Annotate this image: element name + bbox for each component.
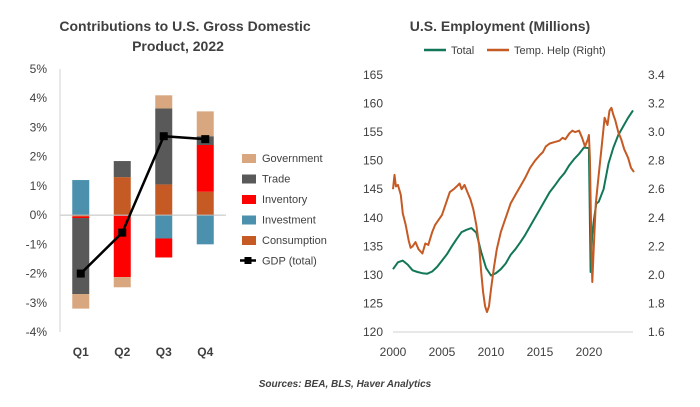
right-x-tick-label: 2010: [478, 345, 505, 359]
right-left-y-tick-label: 125: [363, 296, 383, 310]
legend-label-investment: Investment: [262, 215, 316, 227]
right-chart-legend: Total Temp. Help (Right): [424, 45, 606, 57]
gdp-total-line: [76, 132, 210, 278]
bar-government-q1: [72, 294, 90, 309]
bar-government-q2: [113, 277, 131, 288]
right-left-y-tick-label: 145: [363, 182, 383, 196]
bar-government-q3: [155, 95, 173, 109]
right-left-y-tick-label: 120: [363, 325, 383, 339]
legend-swatch-inventory: [242, 195, 256, 204]
left-y-tick-label: 0%: [30, 208, 48, 222]
left-x-category-label: Q3: [156, 345, 172, 359]
right-x-tick-label: 2000: [380, 345, 407, 359]
legend-label-inventory: Inventory: [262, 194, 308, 206]
right-left-y-tick-label: 160: [363, 97, 383, 111]
series-line-temp-help-right: [392, 106, 635, 313]
bar-investment-q3: [155, 215, 173, 239]
legend-label-total: Total: [451, 45, 474, 57]
left-stacked-bars: [72, 95, 214, 309]
bar-investment-q4: [196, 215, 214, 245]
right-right-y-tick-label: 1.8: [648, 296, 665, 310]
bar-consumption-q2: [113, 177, 131, 216]
bar-inventory-q1: [72, 216, 90, 219]
bar-consumption-q4: [196, 191, 214, 216]
bar-government-q4: [196, 111, 214, 137]
right-left-y-tick-label: 130: [363, 268, 383, 282]
gdp-total-line-path: [79, 134, 206, 275]
bar-consumption-q1: [72, 215, 90, 217]
right-chart-title: U.S. Employment (Millions): [410, 18, 590, 34]
right-chart-series: [392, 106, 635, 313]
right-left-y-tick-label: 140: [363, 211, 383, 225]
gdp-contributions-chart: Contributions to U.S. Gross Domestic Pro…: [26, 18, 327, 359]
bar-trade-q2: [113, 161, 131, 178]
legend-swatch-consumption: [242, 236, 256, 245]
right-right-y-tick-label: 3.4: [648, 68, 665, 82]
left-y-tick-label: -1%: [26, 237, 48, 251]
left-y-tick-label: 2%: [30, 150, 48, 164]
right-right-y-tick-label: 2.4: [648, 211, 665, 225]
left-x-category-label: Q1: [73, 345, 89, 359]
left-y-tick-label: -2%: [26, 267, 48, 281]
legend-label-gdp-total: GDP (total): [262, 256, 317, 268]
left-y-tick-label: -3%: [26, 296, 48, 310]
left-chart-title-line-2: Product, 2022: [132, 38, 224, 54]
bar-trade-q3: [155, 108, 173, 185]
left-x-category-label: Q4: [197, 345, 213, 359]
legend-swatch-government: [242, 154, 256, 163]
right-right-y-tick-label: 2.0: [648, 268, 665, 282]
right-left-y-tick-label: 150: [363, 154, 383, 168]
legend-label-temp-help: Temp. Help (Right): [514, 45, 606, 57]
right-right-y-tick-label: 1.6: [648, 325, 665, 339]
gdp-total-point-q2: [118, 228, 127, 237]
legend-label-trade: Trade: [262, 174, 290, 186]
legend-label-government: Government: [262, 153, 323, 165]
gdp-total-point-q4: [201, 135, 210, 144]
bar-inventory-q2: [113, 215, 131, 278]
left-y-tick-label: -4%: [26, 325, 48, 339]
bar-consumption-q3: [155, 184, 173, 216]
right-right-y-tick-label: 3.2: [648, 97, 665, 111]
right-x-tick-label: 2005: [429, 345, 456, 359]
gdp-total-point-q3: [159, 132, 168, 141]
left-y-tick-label: 3%: [30, 120, 48, 134]
left-y-tick-label: 5%: [30, 62, 48, 76]
left-chart-axis: [59, 69, 226, 332]
left-y-tick-label: 1%: [30, 179, 48, 193]
bar-inventory-q3: [155, 238, 173, 258]
bar-trade-q1: [72, 218, 90, 295]
legend-swatch-gdp-total-marker: [244, 257, 252, 264]
right-left-y-tick-label: 135: [363, 239, 383, 253]
right-right-y-tick-label: 3.0: [648, 125, 665, 139]
right-chart-axes: 120 125 130 135 140 145 150 155 160 165 1.6 1.8 2.0 2…: [363, 68, 665, 359]
left-chart-legend: Government Trade Inventory Investment Consum…: [240, 153, 327, 268]
right-left-y-tick-label: 155: [363, 125, 383, 139]
bar-investment-q1: [72, 180, 90, 216]
legend-swatch-trade: [242, 174, 256, 184]
source-note: Sources: BEA, BLS, Haver Analytics: [259, 379, 432, 390]
right-x-tick-label: 2015: [527, 345, 554, 359]
left-y-axis-ticks: -4% -3% -2% -1% 0% 1% 2% 3% 4% 5%: [26, 62, 48, 339]
gdp-total-point-q1: [76, 269, 85, 278]
legend-label-consumption: Consumption: [262, 235, 327, 247]
right-right-y-tick-label: 2.8: [648, 154, 665, 168]
employment-chart: U.S. Employment (Millions) Total Temp. He…: [363, 18, 665, 359]
left-y-tick-label: 4%: [30, 91, 48, 105]
legend-swatch-investment: [242, 215, 256, 225]
bar-inventory-q4: [196, 144, 214, 192]
left-x-category-label: Q2: [114, 345, 130, 359]
right-right-y-tick-label: 2.2: [648, 239, 665, 253]
left-chart-title-line-1: Contributions to U.S. Gross Domestic: [59, 18, 310, 34]
right-left-y-tick-label: 165: [363, 68, 383, 82]
right-right-y-tick-label: 2.6: [648, 182, 665, 196]
left-x-axis-categories: Q1 Q2 Q3 Q4: [73, 345, 214, 359]
right-x-tick-label: 2020: [576, 345, 603, 359]
